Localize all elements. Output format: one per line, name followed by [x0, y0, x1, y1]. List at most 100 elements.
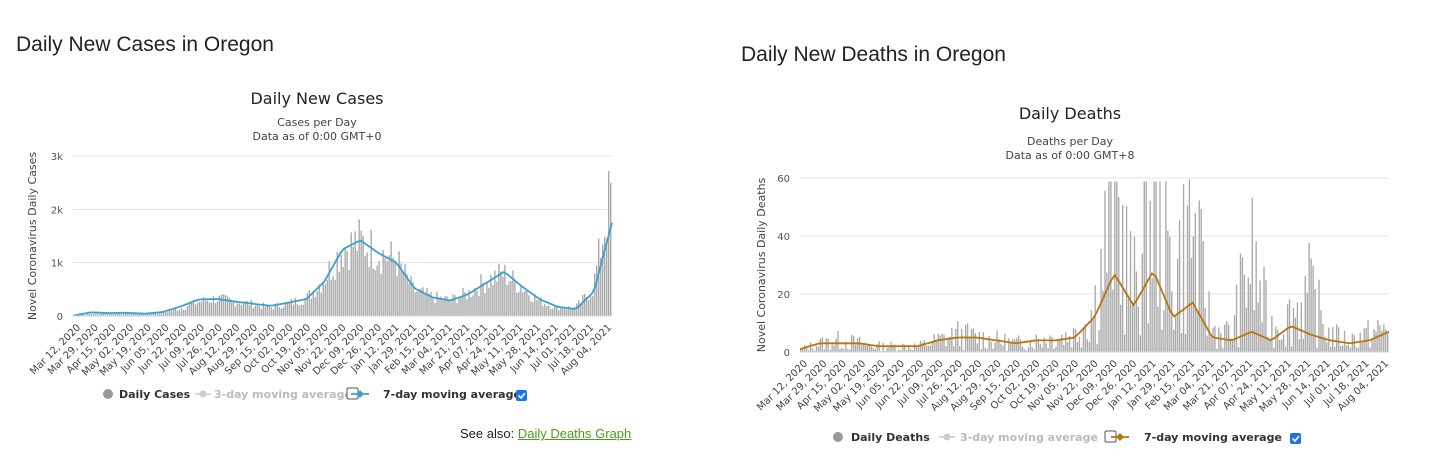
daily-bar: [815, 345, 818, 352]
daily-bar: [310, 298, 312, 316]
daily-bar: [426, 287, 428, 316]
daily-bars: [800, 179, 1389, 352]
daily-bar: [328, 261, 330, 316]
daily-bar: [368, 267, 370, 316]
daily-bar: [306, 293, 308, 316]
daily-bar: [1337, 327, 1340, 352]
daily-bar: [1145, 181, 1147, 352]
legend-daily[interactable]: Daily Deaths: [851, 431, 930, 444]
daily-bar: [1255, 241, 1257, 352]
daily-bar: [308, 290, 310, 316]
daily-bar: [1019, 339, 1022, 352]
daily-bar: [554, 305, 556, 316]
daily-bar: [156, 313, 159, 316]
daily-bar: [1008, 338, 1010, 352]
daily-bar: [98, 314, 101, 316]
daily-bar: [86, 313, 89, 316]
daily-bar: [1387, 332, 1389, 352]
daily-bar: [154, 313, 157, 316]
daily-bar: [486, 283, 488, 316]
daily-bar: [386, 261, 388, 316]
daily-bar: [478, 295, 480, 316]
daily-bar: [530, 301, 532, 316]
daily-bar: [162, 311, 165, 316]
daily-bar: [1220, 333, 1222, 352]
daily-bar: [226, 296, 229, 316]
daily-bar: [346, 250, 348, 316]
daily-bar: [978, 331, 981, 352]
daily-bar: [1176, 258, 1179, 352]
daily-bar: [200, 301, 203, 316]
legend-3day[interactable]: 3-day moving average: [960, 431, 1098, 444]
daily-bar: [238, 303, 241, 316]
chart-title: Daily Deaths: [1019, 104, 1121, 123]
y-tick-label: 0: [784, 348, 790, 359]
daily-bar: [1379, 325, 1381, 352]
daily-bar: [1155, 181, 1157, 352]
daily-bar: [610, 183, 612, 316]
daily-bar: [194, 304, 197, 316]
daily-bar: [272, 309, 275, 316]
daily-bar: [242, 303, 245, 316]
daily-bar: [192, 299, 195, 316]
daily-bar: [254, 305, 257, 316]
daily-bar: [1288, 299, 1291, 352]
daily-bar: [1371, 339, 1373, 352]
daily-bar: [951, 327, 953, 352]
daily-bar: [406, 274, 408, 316]
daily-bar: [234, 306, 237, 316]
daily-bar: [92, 314, 95, 316]
daily-bar: [1078, 336, 1081, 352]
legend-3day-marker-icon: [199, 390, 207, 398]
daily-bar: [416, 291, 418, 316]
daily-bar: [336, 252, 338, 316]
daily-bar: [1355, 347, 1357, 352]
daily-bar: [96, 313, 99, 316]
daily-bar: [196, 302, 199, 316]
legend-daily[interactable]: Daily Cases: [119, 388, 191, 401]
daily-bar: [282, 307, 285, 316]
daily-bar: [1118, 197, 1120, 352]
daily-bar: [548, 305, 550, 316]
daily-bar: [811, 348, 814, 352]
checkbox-7day[interactable]: [516, 390, 527, 401]
daily-bar: [1349, 347, 1352, 352]
daily-bar: [572, 309, 574, 316]
daily-bar: [608, 171, 610, 316]
daily-bar: [314, 297, 316, 316]
daily-bar: [1265, 279, 1267, 352]
daily-bar: [911, 350, 914, 352]
daily-bar: [1076, 342, 1079, 352]
daily-bar: [884, 350, 886, 352]
daily-bar: [300, 304, 302, 316]
daily-bar: [596, 265, 598, 316]
legend-7day[interactable]: 7-day moving average: [1144, 431, 1282, 444]
daily-bar: [90, 314, 93, 316]
legend-3day[interactable]: 3-day moving average: [214, 388, 352, 401]
daily-bar: [148, 314, 151, 316]
daily-bar: [430, 292, 432, 316]
daily-bar: [190, 303, 193, 316]
daily-bar: [1245, 307, 1248, 352]
daily-bar: [464, 292, 466, 316]
legend: Daily Deaths 3-day moving average 7-day mo…: [833, 430, 1301, 444]
daily-bar: [532, 302, 534, 316]
daily-bar: [342, 266, 344, 316]
daily-bar: [348, 270, 350, 316]
daily-deaths-graph-link[interactable]: Daily Deaths Graph: [517, 426, 632, 441]
daily-bar: [921, 342, 924, 352]
daily-bar: [450, 300, 452, 316]
daily-bar: [902, 343, 904, 352]
daily-bar: [304, 298, 306, 316]
daily-bar: [915, 346, 918, 352]
daily-bar: [1239, 253, 1242, 352]
daily-bar: [862, 343, 865, 352]
daily-bar: [492, 285, 494, 316]
daily-bar: [939, 335, 941, 352]
daily-bar: [1218, 327, 1220, 352]
legend-7day[interactable]: 7-day moving average: [383, 388, 521, 401]
daily-bar: [374, 270, 376, 316]
daily-bar: [312, 290, 314, 316]
daily-bar: [1041, 347, 1043, 352]
checkbox-7day[interactable]: [1290, 433, 1301, 444]
